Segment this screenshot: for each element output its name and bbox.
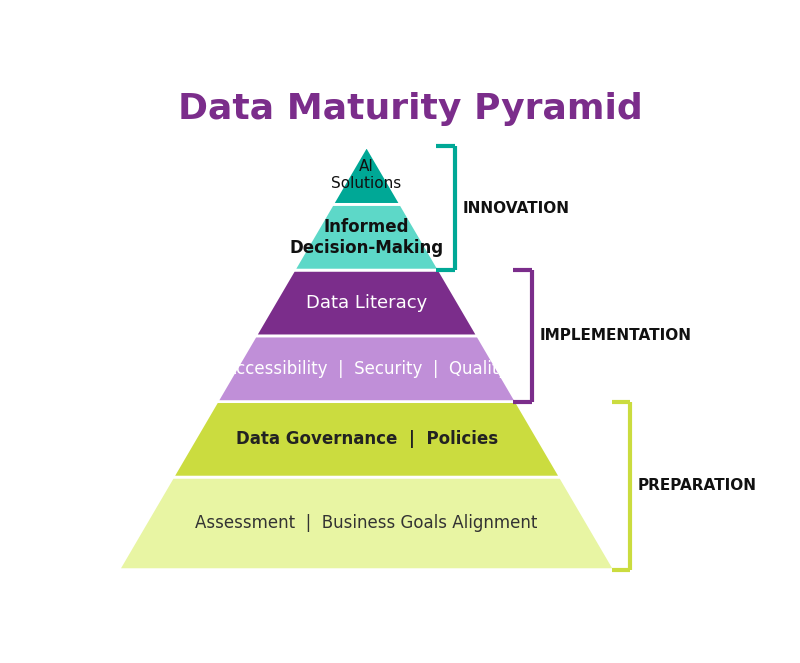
Text: Accessibility  |  Security  |  Quality: Accessibility | Security | Quality bbox=[225, 360, 508, 378]
Text: Assessment  |  Business Goals Alignment: Assessment | Business Goals Alignment bbox=[195, 514, 538, 532]
Polygon shape bbox=[173, 402, 561, 477]
Polygon shape bbox=[332, 146, 401, 204]
Text: INNOVATION: INNOVATION bbox=[462, 200, 570, 215]
Text: Data Maturity Pyramid: Data Maturity Pyramid bbox=[178, 92, 642, 127]
Text: IMPLEMENTATION: IMPLEMENTATION bbox=[539, 328, 691, 343]
Text: AI
Solutions: AI Solutions bbox=[331, 159, 402, 192]
Polygon shape bbox=[255, 270, 478, 336]
Text: Data Governance  |  Policies: Data Governance | Policies bbox=[235, 430, 498, 448]
Text: Informed
Decision-Making: Informed Decision-Making bbox=[290, 218, 444, 257]
Polygon shape bbox=[217, 336, 516, 402]
Polygon shape bbox=[118, 477, 614, 570]
Text: PREPARATION: PREPARATION bbox=[638, 478, 757, 493]
Polygon shape bbox=[294, 204, 439, 270]
Text: Data Literacy: Data Literacy bbox=[306, 294, 427, 312]
